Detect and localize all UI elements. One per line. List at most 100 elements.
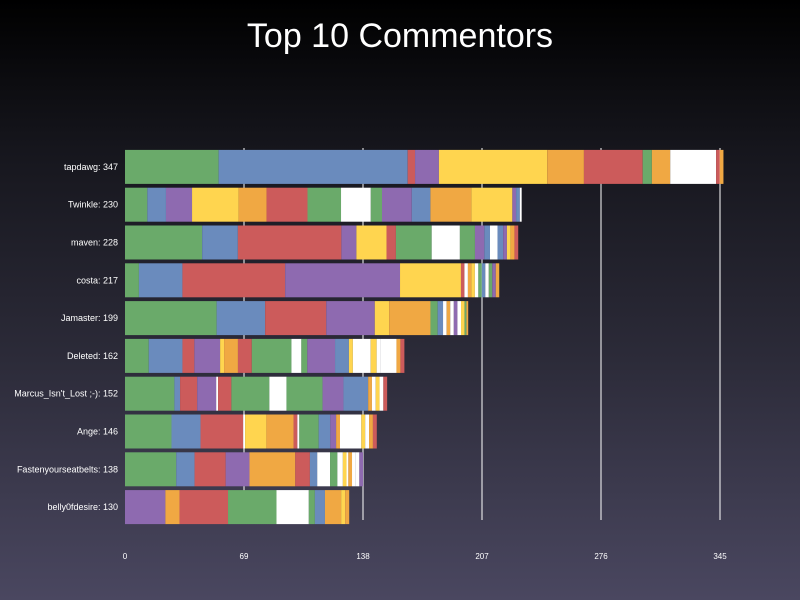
- bar-segment: [218, 376, 232, 411]
- bar-segment: [341, 225, 357, 260]
- bar-segment: [497, 225, 504, 260]
- bar-segment: [368, 376, 372, 411]
- bar-segment: [348, 452, 353, 487]
- bar-segment: [484, 225, 490, 260]
- x-tick-label: 138: [356, 552, 370, 561]
- bar-segment: [138, 263, 183, 298]
- bar-segment: [301, 338, 308, 373]
- bar-segment: [481, 263, 486, 298]
- bar-segment: [171, 414, 201, 449]
- bar-row: [125, 338, 405, 373]
- bar-segment: [583, 149, 643, 184]
- bar-segment: [317, 452, 331, 487]
- bar-segment: [348, 338, 353, 373]
- bar-segment: [506, 225, 511, 260]
- bar-segment: [376, 338, 381, 373]
- x-tick-label: 0: [123, 552, 128, 561]
- bar-segment: [346, 452, 349, 487]
- bar-segment: [431, 225, 460, 260]
- bar-segment: [297, 414, 300, 449]
- bar-segment: [430, 187, 472, 222]
- bar-segment: [125, 452, 177, 487]
- bar-segment: [464, 301, 467, 336]
- bar-segment: [471, 263, 475, 298]
- bar-segment: [322, 376, 344, 411]
- bar-segment: [461, 301, 465, 336]
- bar-segment: [492, 263, 496, 298]
- bar-segment: [485, 263, 489, 298]
- bar-segment: [519, 187, 522, 222]
- x-axis-tick-labels: 0 69 138 207 276 345: [123, 552, 727, 561]
- bar-row: [125, 301, 469, 336]
- bar-segment: [194, 338, 221, 373]
- bar-segment: [245, 414, 267, 449]
- bar-segment: [453, 301, 458, 336]
- bar-segment: [330, 414, 337, 449]
- bar-segment: [471, 187, 513, 222]
- bar-segment: [251, 338, 292, 373]
- bar-segment: [286, 376, 323, 411]
- bar-segment: [269, 376, 287, 411]
- bar-segment: [218, 149, 408, 184]
- bar-segment: [228, 490, 277, 525]
- bar-segment: [503, 225, 507, 260]
- bar-segment: [220, 338, 225, 373]
- bar-segment: [443, 301, 447, 336]
- bar-segment: [460, 263, 465, 298]
- bar-segment: [147, 187, 166, 222]
- bar-segment: [148, 338, 183, 373]
- bar-row: [125, 187, 522, 222]
- category-label: belly0fdesire: 130: [47, 502, 118, 512]
- x-tick-label: 207: [475, 552, 489, 561]
- bar-segment: [407, 149, 416, 184]
- bar-segment: [642, 149, 652, 184]
- bar-segment: [125, 187, 148, 222]
- bar-segment: [459, 225, 475, 260]
- x-tick-label: 276: [594, 552, 608, 561]
- bar-segment: [355, 452, 360, 487]
- bar-segment: [192, 187, 239, 222]
- bar-segment: [359, 452, 363, 487]
- bar-segment: [295, 452, 310, 487]
- bar-row: [125, 263, 500, 298]
- bar-segment: [125, 149, 219, 184]
- bar-segment: [370, 338, 377, 373]
- bar-segment: [276, 490, 309, 525]
- bar-segment: [512, 187, 517, 222]
- category-label: Jamaster: 199: [61, 313, 118, 323]
- bar-segment: [342, 452, 347, 487]
- category-label: Deleted: 162: [67, 351, 118, 361]
- category-label: costa: 217: [76, 275, 118, 285]
- bar-segment: [182, 263, 286, 298]
- bar-segment: [224, 338, 238, 373]
- x-tick-label: 69: [240, 552, 249, 561]
- bar-segment: [165, 187, 193, 222]
- bar-segment: [238, 187, 267, 222]
- bar-segment: [125, 301, 217, 336]
- bar-segment: [396, 338, 401, 373]
- bar-segment: [489, 225, 498, 260]
- bar-segment: [467, 263, 472, 298]
- bar-segment: [125, 263, 139, 298]
- bar-segment: [341, 490, 346, 525]
- bar-segment: [180, 376, 198, 411]
- bar-segment: [450, 301, 454, 336]
- bar-segment: [237, 225, 342, 260]
- category-label: Ange: 146: [77, 427, 118, 437]
- bar-segment: [371, 376, 376, 411]
- bar-row: [125, 225, 519, 260]
- category-label: maven: 228: [71, 238, 118, 248]
- bar-segment: [369, 414, 373, 449]
- bar-segment: [719, 149, 724, 184]
- bar-segment: [374, 301, 390, 336]
- bar-segment: [352, 338, 371, 373]
- bar-segment: [474, 263, 479, 298]
- bar-segment: [324, 490, 342, 525]
- bar-segment: [339, 414, 362, 449]
- category-label: Marcus_Isn't_Lost ;-): 152: [14, 389, 118, 399]
- bar-segment: [437, 301, 444, 336]
- bar-segment: [216, 376, 219, 411]
- bar-segment: [231, 376, 270, 411]
- bar-segment: [335, 338, 349, 373]
